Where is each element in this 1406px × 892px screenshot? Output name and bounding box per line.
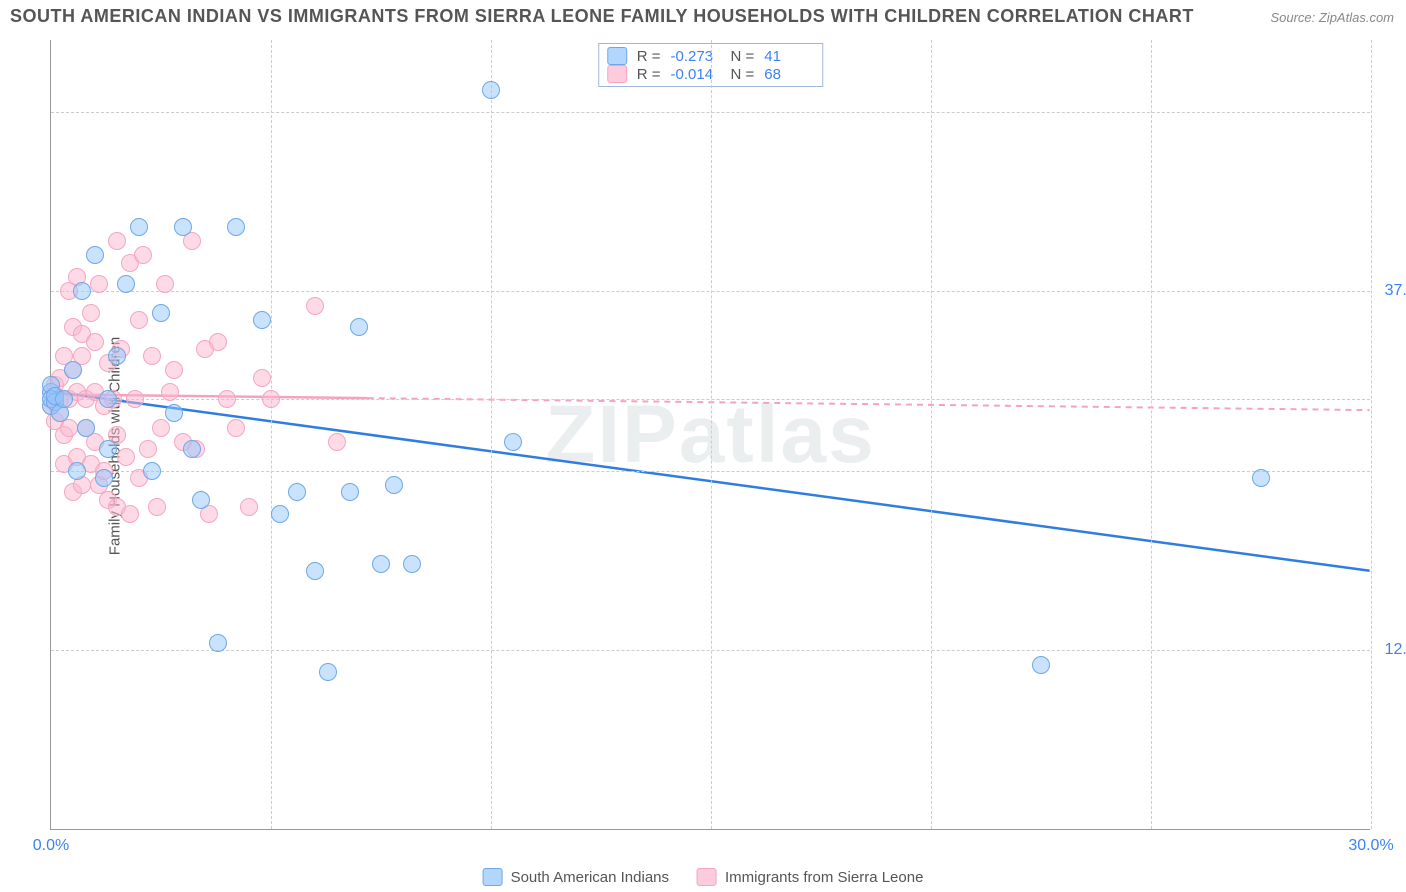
scatter-point-pink — [161, 383, 179, 401]
scatter-point-pink — [134, 246, 152, 264]
gridline-vertical — [1151, 40, 1152, 829]
scatter-point-blue — [1252, 469, 1270, 487]
scatter-point-blue — [319, 663, 337, 681]
scatter-point-blue — [174, 218, 192, 236]
scatter-point-blue — [209, 634, 227, 652]
series-legend: South American Indians Immigrants from S… — [483, 868, 924, 886]
legend-item-pink: Immigrants from Sierra Leone — [697, 868, 923, 886]
scatter-point-pink — [262, 390, 280, 408]
scatter-point-blue — [95, 469, 113, 487]
source-attribution: Source: ZipAtlas.com — [1270, 10, 1394, 25]
scatter-point-pink — [121, 505, 139, 523]
r-value-pink: -0.014 — [671, 66, 721, 83]
scatter-point-blue — [165, 404, 183, 422]
swatch-blue-icon — [483, 868, 503, 886]
gridline-vertical — [931, 40, 932, 829]
scatter-point-blue — [55, 390, 73, 408]
scatter-point-blue — [152, 304, 170, 322]
scatter-point-blue — [130, 218, 148, 236]
scatter-point-blue — [64, 361, 82, 379]
scatter-point-blue — [341, 483, 359, 501]
scatter-point-pink — [139, 440, 157, 458]
scatter-point-blue — [306, 562, 324, 580]
scatter-point-blue — [192, 491, 210, 509]
r-label: R = — [637, 48, 661, 65]
legend-label-blue: South American Indians — [511, 869, 669, 886]
x-tick-label: 0.0% — [33, 837, 69, 855]
scatter-point-blue — [253, 311, 271, 329]
scatter-point-blue — [99, 440, 117, 458]
scatter-point-pink — [209, 333, 227, 351]
scatter-point-pink — [82, 304, 100, 322]
n-value-blue: 41 — [764, 48, 814, 65]
y-tick-label: 12.5% — [1385, 641, 1406, 659]
scatter-point-pink — [86, 333, 104, 351]
legend-label-pink: Immigrants from Sierra Leone — [725, 869, 923, 886]
scatter-point-pink — [328, 433, 346, 451]
scatter-point-blue — [271, 505, 289, 523]
n-value-pink: 68 — [764, 66, 814, 83]
scatter-point-pink — [227, 419, 245, 437]
scatter-point-pink — [165, 361, 183, 379]
scatter-point-blue — [68, 462, 86, 480]
scatter-point-blue — [117, 275, 135, 293]
scatter-point-pink — [152, 419, 170, 437]
scatter-point-blue — [504, 433, 522, 451]
scatter-point-blue — [143, 462, 161, 480]
scatter-point-blue — [108, 347, 126, 365]
scatter-point-blue — [372, 555, 390, 573]
scatter-point-blue — [99, 390, 117, 408]
gridline-vertical — [271, 40, 272, 829]
gridline-vertical — [711, 40, 712, 829]
r-label: R = — [637, 66, 661, 83]
x-tick-label: 30.0% — [1348, 837, 1393, 855]
scatter-point-pink — [130, 311, 148, 329]
scatter-point-pink — [218, 390, 236, 408]
scatter-point-pink — [253, 369, 271, 387]
gridline-vertical — [1371, 40, 1372, 829]
scatter-point-pink — [156, 275, 174, 293]
scatter-point-blue — [86, 246, 104, 264]
n-label: N = — [731, 48, 755, 65]
y-tick-label: 37.5% — [1385, 282, 1406, 300]
swatch-pink-icon — [607, 65, 627, 83]
scatter-point-pink — [90, 275, 108, 293]
scatter-point-pink — [143, 347, 161, 365]
scatter-point-pink — [148, 498, 166, 516]
scatter-point-blue — [288, 483, 306, 501]
scatter-point-pink — [306, 297, 324, 315]
scatter-point-pink — [240, 498, 258, 516]
chart-title: SOUTH AMERICAN INDIAN VS IMMIGRANTS FROM… — [10, 6, 1194, 27]
r-value-blue: -0.273 — [671, 48, 721, 65]
scatter-point-blue — [1032, 656, 1050, 674]
gridline-vertical — [491, 40, 492, 829]
scatter-point-blue — [183, 440, 201, 458]
scatter-point-blue — [77, 419, 95, 437]
scatter-point-blue — [403, 555, 421, 573]
scatter-point-blue — [73, 282, 91, 300]
scatter-point-blue — [350, 318, 368, 336]
scatter-point-blue — [482, 81, 500, 99]
swatch-pink-icon — [697, 868, 717, 886]
scatter-point-pink — [126, 390, 144, 408]
scatter-point-pink — [108, 232, 126, 250]
scatter-point-blue — [385, 476, 403, 494]
chart-plot-area: ZIPatlas R = -0.273 N = 41 R = -0.014 N … — [50, 40, 1370, 830]
scatter-point-blue — [227, 218, 245, 236]
scatter-point-pink — [117, 448, 135, 466]
n-label: N = — [731, 66, 755, 83]
swatch-blue-icon — [607, 47, 627, 65]
legend-item-blue: South American Indians — [483, 868, 669, 886]
